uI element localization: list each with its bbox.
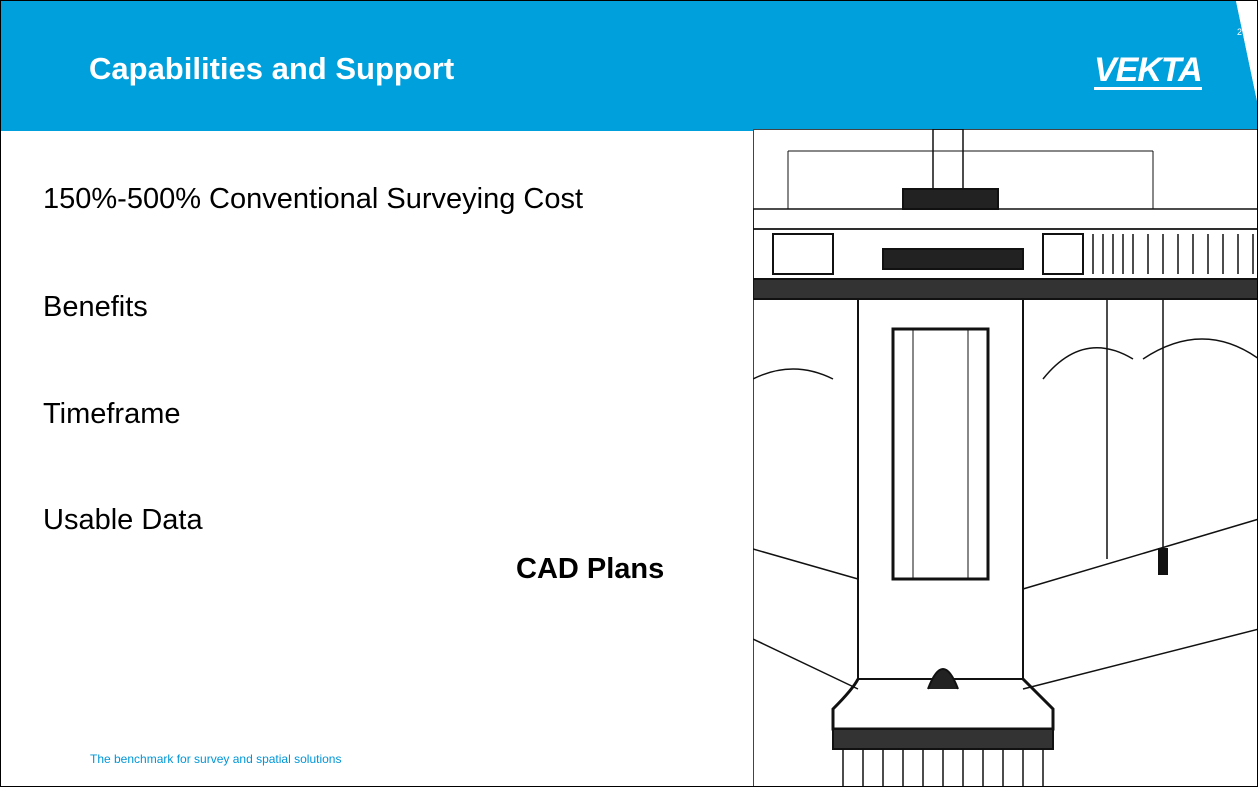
footer: The benchmark for survey and spatial sol… [90,752,341,766]
image-caption: CAD Plans [516,553,664,586]
bullet: Benefits [43,291,148,324]
slide-title: Capabilities and Support [89,51,454,87]
bullet: Timeframe [43,398,181,431]
slide: Capabilities and Support VEKTA 27 150%-5… [0,0,1258,787]
logo: VEKTA [1094,53,1202,90]
bullet: 150%-500% Conventional Surveying Cost [43,183,583,216]
cad-drawing [753,129,1258,787]
bullet: Usable Data [43,504,203,537]
page-number: 27 [1237,27,1247,37]
